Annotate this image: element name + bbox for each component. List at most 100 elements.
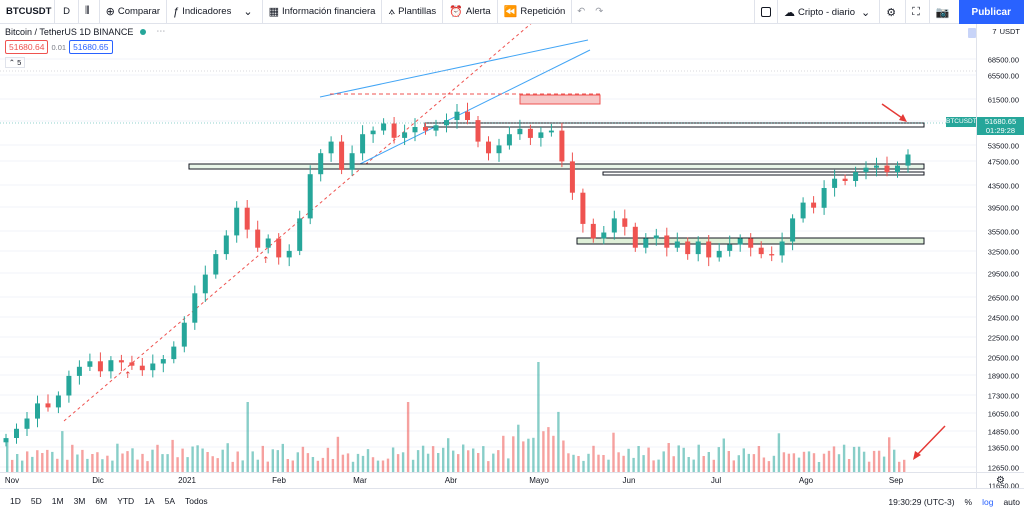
volume-bar <box>517 424 520 472</box>
volume-bar <box>487 461 490 472</box>
range-button-5a[interactable]: 5A <box>164 496 175 506</box>
settings-button[interactable]: ⚙ <box>879 0 905 24</box>
volume-bar <box>537 362 540 472</box>
volume-bar <box>31 456 34 472</box>
candles-icon: ⫴ <box>85 5 90 17</box>
volume-bar <box>61 431 64 472</box>
layout-name-button[interactable]: ☁ Cripto - diario ⌄ <box>777 0 879 24</box>
chart-canvas[interactable]: ↑↑ <box>0 24 976 472</box>
volume-bar <box>76 454 79 472</box>
candle-body <box>45 403 51 408</box>
range-button-5d[interactable]: 5D <box>30 496 42 506</box>
candle-body <box>234 207 240 236</box>
interval-button[interactable]: D <box>55 0 79 24</box>
candle-body <box>486 141 491 154</box>
candle-body <box>811 202 817 208</box>
volume-bar <box>762 457 766 472</box>
volume-bar <box>852 446 856 472</box>
symbol-title: Bitcoin / TetherUS 1D BINANCE <box>5 26 134 37</box>
publish-button[interactable]: Publicar <box>958 0 1024 24</box>
candle-body <box>685 241 691 255</box>
fullscreen-layout-button[interactable] <box>754 0 777 24</box>
indicators-button[interactable]: ƒ Indicadores ⌄ <box>167 0 263 24</box>
candle-body <box>412 127 418 133</box>
compare-button[interactable]: ⊕ Comparar <box>100 0 168 24</box>
volume-bar <box>697 444 700 472</box>
chart-type-button[interactable]: ⫴ <box>79 0 100 24</box>
templates-button[interactable]: ⟑ Plantillas <box>382 0 444 24</box>
range-button-6m[interactable]: 6M <box>95 496 108 506</box>
volume-bar <box>111 460 114 472</box>
volume-bar <box>752 454 756 472</box>
redo-button[interactable]: ↷ <box>590 0 608 24</box>
volume-bar <box>597 454 600 472</box>
buy-price[interactable]: 51680.65 <box>69 40 113 54</box>
volume-bar <box>587 453 590 472</box>
candle-body <box>108 360 114 372</box>
volume-bar <box>888 437 891 472</box>
volume-bar <box>151 449 154 472</box>
volume-bar <box>41 453 44 472</box>
volume-bar <box>266 461 269 472</box>
candle-body <box>769 254 775 256</box>
volume-bar <box>171 439 174 472</box>
volume-bar <box>236 451 239 472</box>
alert-button[interactable]: ⏰ Alerta <box>443 0 498 24</box>
volume-bar <box>777 433 781 472</box>
time-tick: Mar <box>353 476 367 485</box>
legend-collapse-button[interactable]: ⌃ 5 <box>5 57 25 68</box>
price-tick: 22500.00 <box>987 333 1019 343</box>
range-button-ytd[interactable]: YTD <box>117 496 135 506</box>
candle-body <box>538 132 544 138</box>
range-button-todos[interactable]: Todos <box>185 496 208 506</box>
candle-body <box>444 120 449 126</box>
candle-body <box>171 346 177 360</box>
volume-bar <box>867 461 871 472</box>
templates-icon: ⟑ <box>388 5 396 17</box>
volume-bar <box>66 459 69 472</box>
candle-body <box>97 361 103 372</box>
sell-price[interactable]: 51680.64 <box>5 40 49 54</box>
candle-body <box>695 241 701 255</box>
symbol-search-button[interactable]: BTCUSDT <box>0 0 55 24</box>
volume-bar <box>532 437 535 472</box>
undo-button[interactable]: ↶ <box>572 0 590 24</box>
percent-toggle[interactable]: % <box>964 496 973 507</box>
volume-bar <box>281 443 284 472</box>
log-toggle[interactable]: log <box>982 496 994 507</box>
volume-bar <box>121 453 124 472</box>
currency-label[interactable]: 7 USDT <box>992 27 1020 36</box>
volume-bar <box>361 455 365 472</box>
snapshot-button[interactable]: 📷 <box>928 0 959 24</box>
time-axis[interactable]: Nov Dic 2021 Feb Mar Abr Mayo Jun Jul Ago Sep <box>0 472 976 488</box>
candle-body <box>370 130 376 135</box>
replay-button[interactable]: ⏪ Repetición <box>498 0 573 24</box>
fullscreen-button[interactable]: ⛶ <box>905 0 929 24</box>
candle-body <box>874 165 879 168</box>
range-button-1d[interactable]: 1D <box>10 496 21 506</box>
candle-body <box>643 238 649 248</box>
price-tick: 18900.00 <box>987 371 1019 381</box>
clock[interactable]: 19:30:29 (UTC-3) <box>888 496 955 507</box>
price-tick: 65500.00 <box>987 71 1019 81</box>
templates-label: Plantillas <box>398 6 437 17</box>
more-icon[interactable]: ⋯ <box>156 26 166 36</box>
range-button-1a[interactable]: 1A <box>144 496 155 506</box>
volume-bar <box>507 458 510 472</box>
range-button-3m[interactable]: 3M <box>73 496 86 506</box>
range-button-1m[interactable]: 1M <box>51 496 64 506</box>
volume-bar <box>351 461 355 472</box>
candle-body <box>286 250 292 258</box>
volume-bar <box>772 455 776 472</box>
indicators-label: Indicadores <box>182 6 232 17</box>
candle-body <box>213 254 219 275</box>
auto-toggle[interactable]: auto <box>1003 496 1020 507</box>
financials-button[interactable]: ▦ Información financiera <box>263 0 383 24</box>
price-tick: 13650.00 <box>987 443 1019 453</box>
volume-bar <box>842 444 846 472</box>
axis-settings-button[interactable]: ⚙ <box>977 472 1024 488</box>
volume-bar <box>512 436 515 472</box>
volume-bar <box>442 447 445 472</box>
volume-bar <box>707 452 710 472</box>
